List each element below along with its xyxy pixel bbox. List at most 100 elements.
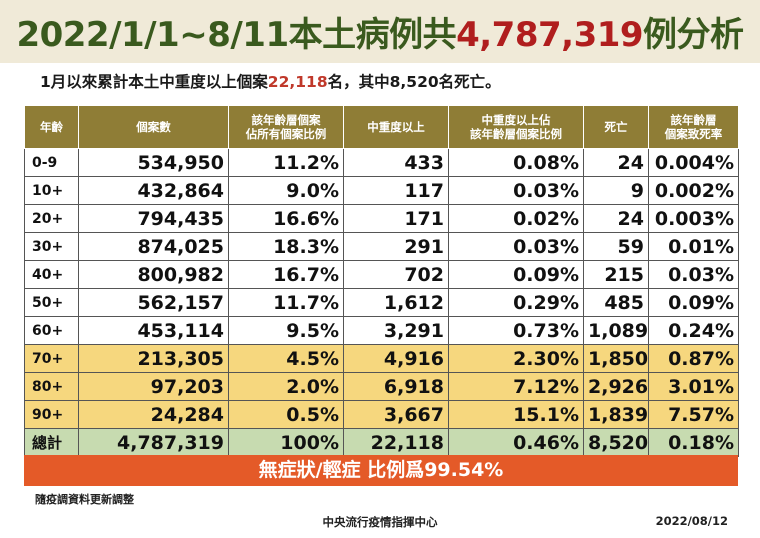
cell-share: 0.5% (228, 400, 344, 429)
cell-deaths: 1,850 (583, 344, 649, 373)
cell-share: 16.7% (228, 260, 344, 289)
column-header: 該年齡層 個案致死率 (648, 105, 739, 149)
cell-deaths: 1,839 (583, 400, 649, 429)
cell-severe: 433 (343, 148, 449, 177)
source-label: 中央流行疫情指揮中心 (322, 515, 438, 529)
cell-cfr: 0.03% (648, 260, 739, 289)
cell-deaths: 1,089 (583, 316, 649, 345)
title-text-2: 例分析 (643, 15, 744, 55)
cell-share: 18.3% (228, 232, 344, 261)
cell-severe-ratio: 7.12% (448, 372, 584, 401)
cell-severe-ratio: 0.29% (448, 288, 584, 317)
age-analysis-table: 年齡 個案數 該年齡層個案 佔所有個案比例 中重度以上 中重度以上佔 該年齡層個案比例 死亡該… (24, 105, 739, 457)
cell-cases: 874,025 (78, 232, 229, 261)
table-row: 50+ 562,157 11.7% 1,612 0.29% 485 0.09% (24, 288, 739, 317)
cell-deaths: 485 (583, 288, 649, 317)
table-body: 0-9 534,950 11.2% 433 0.08% 24 0.004% 10+ 432,86… (24, 148, 739, 457)
subtitle: 1月以來累計本土中重度以上個案22,118名，其中8,520名死亡。 (40, 70, 501, 92)
column-header: 個案數 (78, 105, 229, 149)
title-bar (0, 0, 760, 63)
column-header: 該年齡層個案 佔所有個案比例 (228, 105, 344, 149)
total-row: 總計 4,787,319 100% 22,118 0.46% 8,520 0.18% (24, 428, 739, 457)
column-header: 年齡 (24, 105, 79, 149)
cell-severe: 1,612 (343, 288, 449, 317)
table-row: 40+ 800,982 16.7% 702 0.09% 215 0.03% (24, 260, 739, 289)
table-row: 0-9 534,950 11.2% 433 0.08% 24 0.004% (24, 148, 739, 177)
subtitle-text-2: 名，其中8,520名死亡。 (327, 73, 501, 91)
cell-deaths: 59 (583, 232, 649, 261)
cell-cfr: 0.002% (648, 176, 739, 205)
cell-cfr: 0.18% (648, 428, 739, 457)
cell-share: 11.2% (228, 148, 344, 177)
publish-date: 2022/08/12 (655, 514, 728, 528)
update-note: 隨疫調資料更新調整 (35, 493, 134, 506)
cell-severe: 117 (343, 176, 449, 205)
table-row: 70+ 213,305 4.5% 4,916 2.30% 1,850 0.87% (24, 344, 739, 373)
cell-cfr: 0.003% (648, 204, 739, 233)
cell-deaths: 215 (583, 260, 649, 289)
cell-severe: 4,916 (343, 344, 449, 373)
cell-share: 4.5% (228, 344, 344, 373)
cell-deaths: 24 (583, 204, 649, 233)
cell-cases: 97,203 (78, 372, 229, 401)
cell-share: 100% (228, 428, 344, 457)
subtitle-text-1: 1月以來累計本土中重度以上個案 (40, 73, 268, 91)
cell-age: 30+ (24, 232, 79, 261)
cell-severe: 22,118 (343, 428, 449, 457)
cell-deaths: 9 (583, 176, 649, 205)
cell-severe-ratio: 0.03% (448, 232, 584, 261)
cell-age: 90+ (24, 400, 79, 429)
cell-severe-ratio: 0.09% (448, 260, 584, 289)
cell-severe: 291 (343, 232, 449, 261)
cell-deaths: 8,520 (583, 428, 649, 457)
cell-share: 9.0% (228, 176, 344, 205)
cell-age: 80+ (24, 372, 79, 401)
cell-cases: 213,305 (78, 344, 229, 373)
cell-cases: 453,114 (78, 316, 229, 345)
cell-age: 0-9 (24, 148, 79, 177)
table-row: 90+ 24,284 0.5% 3,667 15.1% 1,839 7.57% (24, 400, 739, 429)
cell-age: 50+ (24, 288, 79, 317)
cell-severe: 702 (343, 260, 449, 289)
page-title: 2022/1/1~8/11本土病例共4,787,319例分析 (0, 7, 760, 56)
cell-cfr: 0.87% (648, 344, 739, 373)
cell-cfr: 7.57% (648, 400, 739, 429)
cell-deaths: 2,926 (583, 372, 649, 401)
table-row: 10+ 432,864 9.0% 117 0.03% 9 0.002% (24, 176, 739, 205)
cell-severe: 6,918 (343, 372, 449, 401)
column-header: 中重度以上佔 該年齡層個案比例 (448, 105, 584, 149)
cell-age: 20+ (24, 204, 79, 233)
table-row: 80+ 97,203 2.0% 6,918 7.12% 2,926 3.01% (24, 372, 739, 401)
subtitle-severe-count: 22,118 (267, 73, 328, 91)
cell-share: 11.7% (228, 288, 344, 317)
cell-severe: 3,291 (343, 316, 449, 345)
cell-severe-ratio: 0.02% (448, 204, 584, 233)
cell-cfr: 0.24% (648, 316, 739, 345)
asymptomatic-banner: 無症狀/輕症 比例爲99.54% (24, 455, 738, 486)
column-header: 中重度以上 (343, 105, 449, 149)
cell-share: 16.6% (228, 204, 344, 233)
cell-severe-ratio: 0.08% (448, 148, 584, 177)
cell-cfr: 0.004% (648, 148, 739, 177)
cell-age: 70+ (24, 344, 79, 373)
cell-share: 2.0% (228, 372, 344, 401)
title-text-1: 2022/1/1~8/11本土病例共 (16, 15, 457, 55)
cell-severe-ratio: 0.03% (448, 176, 584, 205)
cell-share: 9.5% (228, 316, 344, 345)
cell-cases: 800,982 (78, 260, 229, 289)
cell-cases: 794,435 (78, 204, 229, 233)
cell-severe-ratio: 0.46% (448, 428, 584, 457)
cell-severe-ratio: 0.73% (448, 316, 584, 345)
cell-severe: 3,667 (343, 400, 449, 429)
table-header-row: 年齡 個案數 該年齡層個案 佔所有個案比例 中重度以上 中重度以上佔 該年齡層個案比例 死亡該… (24, 105, 739, 149)
cell-cfr: 3.01% (648, 372, 739, 401)
cell-cfr: 0.09% (648, 288, 739, 317)
cell-severe: 171 (343, 204, 449, 233)
cell-cases: 4,787,319 (78, 428, 229, 457)
table-row: 20+ 794,435 16.6% 171 0.02% 24 0.003% (24, 204, 739, 233)
cell-cases: 24,284 (78, 400, 229, 429)
cell-age: 總計 (24, 428, 79, 457)
cell-deaths: 24 (583, 148, 649, 177)
cell-cfr: 0.01% (648, 232, 739, 261)
cell-cases: 534,950 (78, 148, 229, 177)
